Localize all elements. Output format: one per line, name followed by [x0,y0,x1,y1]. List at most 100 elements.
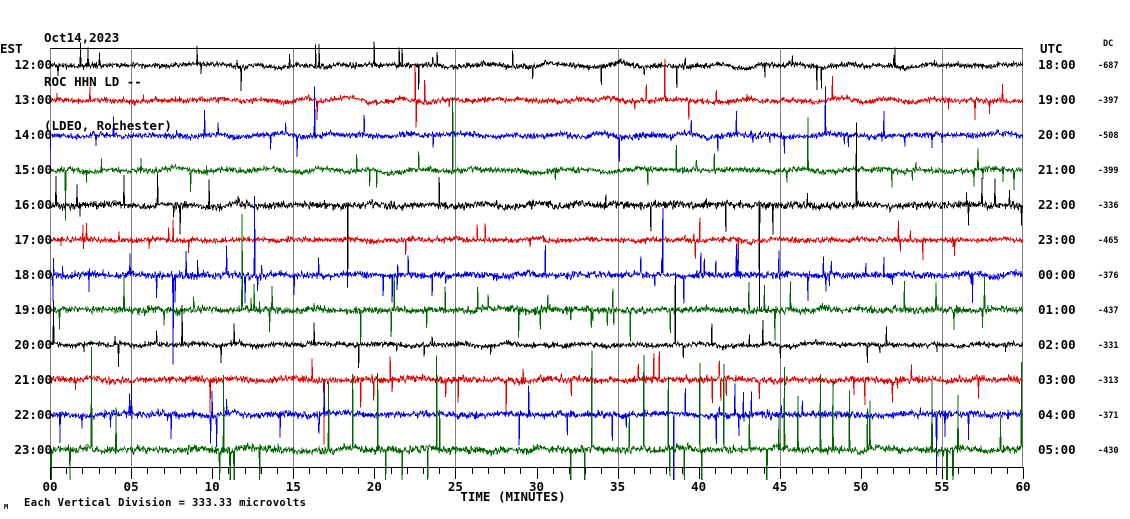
x-tick-label: 05 [123,479,139,494]
x-tick-major [779,467,781,479]
x-tick-minor [747,467,749,474]
x-tick-label: 20 [366,479,382,494]
x-axis-label: TIME (MINUTES) [460,489,566,504]
x-tick-minor [633,467,635,474]
x-tick-major [131,467,133,479]
x-tick-label: 60 [1015,479,1031,494]
x-tick-label: 40 [691,479,707,494]
row-dc-value: -437 [1098,305,1119,316]
x-tick-major [860,467,862,479]
x-tick-minor [114,467,116,474]
x-tick-major [1023,467,1024,479]
x-tick-minor [925,467,927,474]
row-label-est: 15:00 [14,162,52,178]
x-tick-minor [179,467,181,474]
row-label-est: 19:00 [14,301,52,317]
row-label-est: 21:00 [14,371,52,387]
x-tick-major [617,467,619,479]
row-label-utc: 18:00 [1038,57,1076,73]
x-tick-label: 55 [934,479,950,494]
x-tick-minor [325,467,327,474]
row-dc-value: -313 [1098,375,1119,386]
x-tick-minor [195,467,197,474]
x-tick-major [698,467,700,479]
row-label-utc: 21:00 [1038,162,1076,178]
x-tick-minor [763,467,765,474]
gridline-vertical [941,49,943,468]
x-tick-major [293,467,295,479]
x-tick-major [941,467,943,479]
header-station: ROC HHN LD -- [44,73,142,89]
corner-mark: M [4,503,9,511]
header-location: (LDEO, Rochester) [44,117,172,133]
x-tick-minor [341,467,343,474]
x-tick-minor [568,467,570,474]
x-tick-major [212,467,214,479]
x-tick-minor [812,467,814,474]
row-label-utc: 00:00 [1038,266,1076,282]
x-tick-minor [990,467,992,474]
right-axis-title: UTC [1040,41,1063,56]
x-tick-major [536,467,538,479]
row-label-utc: 20:00 [1038,127,1076,143]
x-tick-minor [228,467,230,474]
x-tick-minor [147,467,149,474]
x-tick-minor [682,467,684,474]
left-axis-title: EST [0,41,23,56]
x-tick-label: 00 [42,479,58,494]
x-tick-minor [828,467,830,474]
x-tick-minor [422,467,424,474]
x-tick-label: 50 [853,479,869,494]
row-label-est: 17:00 [14,232,52,248]
x-tick-minor [1006,467,1008,474]
x-tick-minor [390,467,392,474]
row-dc-value: -376 [1098,270,1119,281]
x-tick-minor [795,467,797,474]
x-tick-minor [163,467,165,474]
x-tick-minor [504,467,506,474]
row-label-utc: 22:00 [1038,197,1076,213]
row-label-utc: 04:00 [1038,406,1076,422]
x-tick-minor [82,467,84,474]
row-label-est: 12:00 [14,57,52,73]
row-label-est: 16:00 [14,197,52,213]
dc-column-title: DC [1103,39,1114,49]
row-dc-value: -508 [1098,131,1119,142]
row-label-utc: 23:00 [1038,232,1076,248]
chart-header: Oct14,2023 ROC HHN LD -- (LDEO, Rocheste… [44,2,172,163]
x-tick-label: 25 [447,479,463,494]
row-dc-value: -687 [1098,61,1119,72]
row-label-est: 18:00 [14,266,52,282]
row-dc-value: -331 [1098,340,1119,351]
row-dc-value: -399 [1098,166,1119,177]
x-tick-minor [406,467,408,474]
row-label-utc: 05:00 [1038,441,1076,457]
row-label-utc: 01:00 [1038,301,1076,317]
x-tick-minor [714,467,716,474]
gridline-vertical [455,49,457,468]
x-tick-minor [487,467,489,474]
x-tick-minor [520,467,522,474]
x-tick-minor [244,467,246,474]
x-tick-minor [260,467,262,474]
x-tick-minor [552,467,554,474]
x-tick-minor [277,467,279,474]
x-tick-minor [66,467,68,474]
x-tick-minor [877,467,879,474]
scale-note: Each Vertical Division = 333.33 microvol… [24,497,307,509]
row-dc-value: -336 [1098,201,1119,212]
x-tick-minor [974,467,976,474]
x-tick-minor [471,467,473,474]
x-tick-minor [666,467,668,474]
row-dc-value: -397 [1098,96,1119,107]
x-tick-major [455,467,457,479]
gridline-vertical [617,49,619,468]
row-dc-value: -465 [1098,236,1119,247]
row-label-utc: 02:00 [1038,336,1076,352]
x-tick-minor [439,467,441,474]
row-label-est: 22:00 [14,406,52,422]
gridline-vertical [779,49,781,468]
x-tick-major [374,467,376,479]
x-tick-minor [958,467,960,474]
